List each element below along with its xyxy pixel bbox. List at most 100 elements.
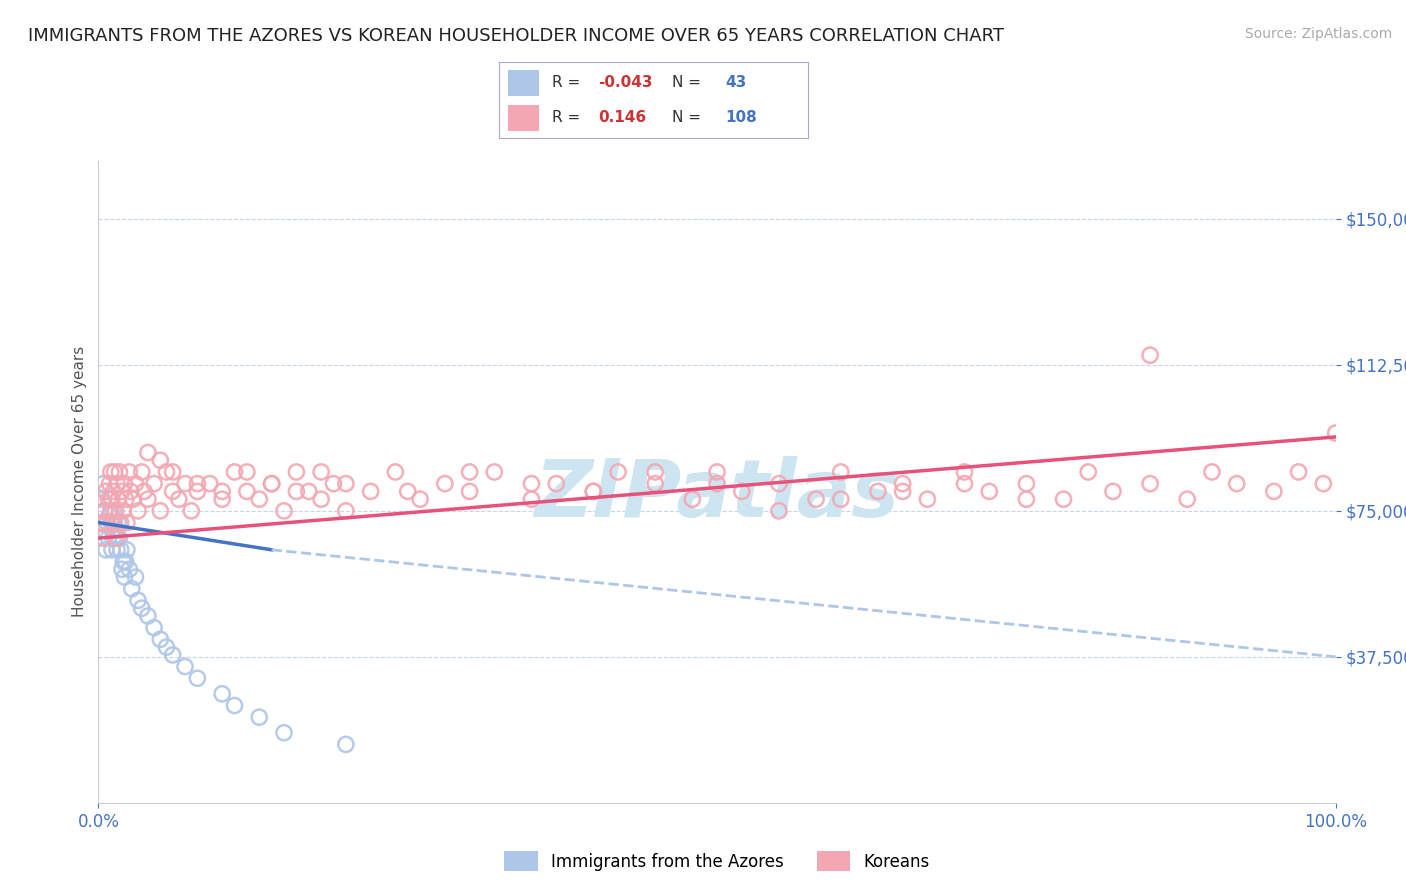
Bar	[509, 70, 540, 95]
Point	[97, 492, 120, 507]
Point	[94, 542, 117, 557]
Point	[236, 484, 259, 499]
Point	[101, 492, 124, 507]
Point	[1052, 492, 1074, 507]
Point	[143, 621, 166, 635]
Point	[162, 648, 184, 662]
Point	[174, 659, 197, 673]
Point	[458, 465, 481, 479]
Point	[105, 531, 128, 545]
Point	[131, 465, 153, 479]
Point	[804, 492, 827, 507]
Point	[979, 484, 1001, 499]
Point	[103, 516, 125, 530]
Point	[1015, 476, 1038, 491]
Point	[124, 476, 146, 491]
Point	[96, 516, 118, 530]
Point	[607, 465, 630, 479]
Legend: Immigrants from the Azores, Koreans: Immigrants from the Azores, Koreans	[498, 845, 936, 878]
Point	[1312, 476, 1334, 491]
Point	[433, 476, 456, 491]
Point	[768, 504, 790, 518]
Point	[136, 609, 159, 624]
Point	[309, 492, 332, 507]
Point	[953, 465, 976, 479]
Point	[1263, 484, 1285, 499]
Point	[131, 601, 153, 615]
Point	[100, 465, 122, 479]
Point	[706, 465, 728, 479]
Point	[114, 492, 136, 507]
Point	[149, 504, 172, 518]
Point	[112, 570, 135, 584]
Point	[273, 725, 295, 739]
Point	[124, 570, 146, 584]
Point	[122, 492, 145, 507]
Point	[224, 698, 246, 713]
Point	[224, 465, 246, 479]
Point	[335, 476, 357, 491]
Point	[309, 465, 332, 479]
Point	[110, 542, 132, 557]
Point	[731, 484, 754, 499]
Point	[149, 632, 172, 647]
Point	[247, 710, 270, 724]
Point	[111, 484, 134, 499]
Point	[93, 476, 115, 491]
Point	[112, 554, 135, 568]
Point	[115, 542, 138, 557]
Point	[127, 504, 149, 518]
Point	[103, 465, 125, 479]
Point	[104, 531, 127, 545]
Text: R =: R =	[551, 111, 589, 125]
Point	[830, 465, 852, 479]
Point	[211, 687, 233, 701]
Point	[180, 504, 202, 518]
Point	[105, 524, 128, 538]
Point	[335, 504, 357, 518]
Text: N =: N =	[672, 111, 706, 125]
Point	[458, 484, 481, 499]
Point	[121, 582, 143, 596]
Point	[100, 492, 122, 507]
Point	[100, 516, 122, 530]
Point	[186, 484, 208, 499]
Point	[94, 484, 117, 499]
Point	[96, 516, 118, 530]
Point	[101, 542, 124, 557]
Point	[120, 484, 142, 499]
Point	[891, 484, 914, 499]
Point	[644, 476, 666, 491]
Point	[273, 504, 295, 518]
Point	[101, 524, 124, 538]
Point	[211, 492, 233, 507]
Point	[155, 465, 177, 479]
Text: R =: R =	[551, 76, 585, 90]
Point	[107, 492, 129, 507]
Point	[107, 516, 129, 530]
Point	[891, 476, 914, 491]
Point	[93, 524, 115, 538]
Point	[409, 492, 432, 507]
Text: 0.146: 0.146	[598, 111, 647, 125]
Point	[98, 508, 121, 522]
Point	[114, 554, 136, 568]
Text: 108: 108	[725, 111, 756, 125]
Text: -0.043: -0.043	[598, 76, 652, 90]
Point	[112, 476, 135, 491]
Point	[111, 562, 134, 576]
Point	[97, 531, 120, 545]
Point	[1102, 484, 1125, 499]
Point	[260, 476, 283, 491]
Point	[93, 504, 115, 518]
Point	[110, 516, 132, 530]
Point	[103, 531, 125, 545]
Point	[136, 445, 159, 459]
Point	[1324, 425, 1347, 440]
Point	[1139, 348, 1161, 362]
Point	[134, 484, 156, 499]
Point	[149, 453, 172, 467]
Text: ZIPatlas: ZIPatlas	[534, 456, 900, 533]
Point	[112, 504, 135, 518]
Point	[546, 476, 568, 491]
